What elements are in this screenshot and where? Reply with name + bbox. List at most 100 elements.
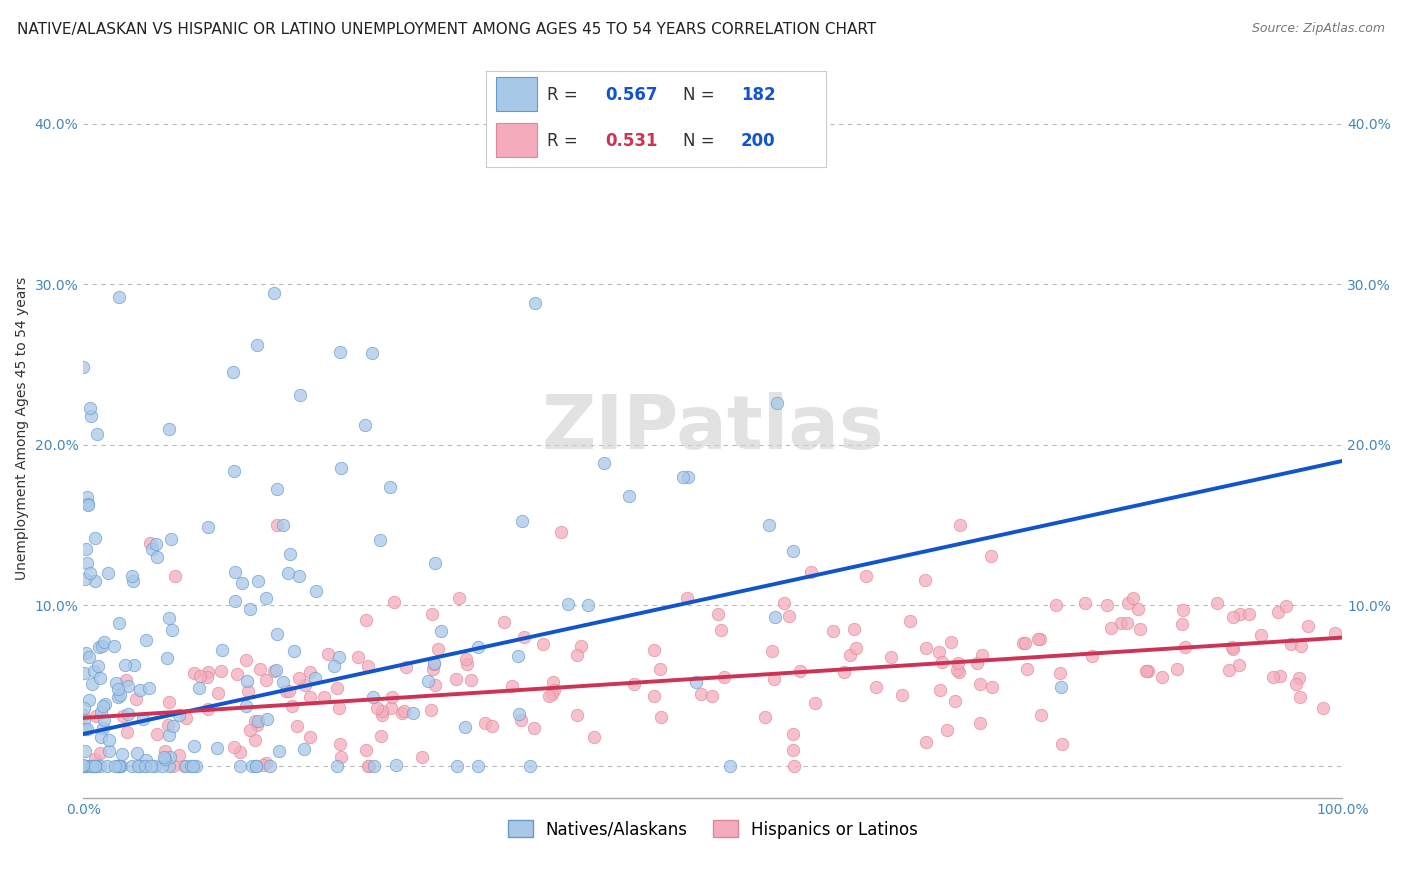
Point xyxy=(278,683,301,698)
Point xyxy=(422,662,444,676)
Point xyxy=(134,759,156,773)
Point xyxy=(763,610,786,624)
Point xyxy=(162,624,184,638)
Point xyxy=(380,701,402,715)
Point xyxy=(1324,626,1347,640)
Point xyxy=(152,750,174,764)
Point xyxy=(541,674,564,689)
Point xyxy=(361,346,384,360)
Point xyxy=(153,752,176,766)
Point xyxy=(91,698,114,713)
Point xyxy=(79,401,101,416)
Point xyxy=(381,690,404,705)
Point xyxy=(329,344,352,359)
Point xyxy=(898,614,921,628)
Point xyxy=(84,759,107,773)
Point xyxy=(180,759,202,773)
Point xyxy=(93,713,115,727)
Point xyxy=(239,723,262,737)
Point xyxy=(276,684,298,698)
Point xyxy=(643,642,665,657)
Point xyxy=(155,744,177,758)
Point xyxy=(865,681,887,695)
Point xyxy=(159,750,181,764)
Point xyxy=(1270,669,1292,683)
Point xyxy=(1014,636,1036,650)
Y-axis label: Unemployment Among Ages 45 to 54 years: Unemployment Among Ages 45 to 54 years xyxy=(15,277,30,581)
Point xyxy=(243,714,266,728)
Point xyxy=(138,681,160,696)
Point xyxy=(363,759,385,773)
Point xyxy=(419,703,441,717)
Point xyxy=(73,759,96,773)
Point xyxy=(280,547,302,561)
Point xyxy=(245,759,267,773)
Point xyxy=(80,677,103,691)
Point xyxy=(371,704,394,718)
Point xyxy=(157,718,180,732)
Point xyxy=(263,285,285,300)
Point xyxy=(87,640,110,654)
Point xyxy=(969,715,991,730)
Point xyxy=(969,677,991,691)
Point xyxy=(72,759,94,773)
Point xyxy=(117,707,139,722)
Text: NATIVE/ALASKAN VS HISPANIC OR LATINO UNEMPLOYMENT AMONG AGES 45 TO 54 YEARS CORR: NATIVE/ALASKAN VS HISPANIC OR LATINO UNE… xyxy=(17,22,876,37)
Point xyxy=(395,660,418,674)
Point xyxy=(157,422,180,436)
Point xyxy=(245,759,267,773)
Point xyxy=(366,701,388,715)
Point xyxy=(128,682,150,697)
Point xyxy=(163,568,186,582)
Point xyxy=(1116,616,1139,631)
Point xyxy=(75,723,97,737)
Point xyxy=(1015,662,1038,676)
Point xyxy=(135,633,157,648)
Point xyxy=(346,650,368,665)
Point xyxy=(83,759,105,773)
Point xyxy=(782,727,804,741)
Point xyxy=(122,657,145,672)
Point xyxy=(266,518,288,533)
Point xyxy=(1285,677,1308,691)
Point xyxy=(676,470,699,484)
Point xyxy=(510,514,533,528)
Point xyxy=(329,460,352,475)
Point xyxy=(550,525,572,540)
Point xyxy=(1289,640,1312,654)
Point xyxy=(512,631,534,645)
Point xyxy=(76,557,98,571)
Point xyxy=(1289,690,1312,704)
Point xyxy=(707,607,730,622)
Point xyxy=(353,417,375,432)
Point xyxy=(229,759,252,773)
Point xyxy=(90,705,112,719)
Point xyxy=(174,759,197,773)
Point xyxy=(150,759,173,773)
Point xyxy=(326,759,349,773)
Point xyxy=(252,758,274,772)
Point xyxy=(1170,616,1192,631)
Point xyxy=(146,726,169,740)
Point xyxy=(115,673,138,687)
Point xyxy=(83,532,105,546)
Point xyxy=(83,574,105,588)
Point xyxy=(72,707,94,722)
Point xyxy=(243,732,266,747)
Point xyxy=(72,360,94,375)
Point xyxy=(103,639,125,653)
Point xyxy=(508,706,530,721)
Point xyxy=(416,674,439,689)
Point xyxy=(167,747,190,762)
Point xyxy=(778,608,800,623)
Point xyxy=(766,396,789,410)
Point xyxy=(288,568,311,582)
Point xyxy=(239,602,262,616)
Point xyxy=(176,711,198,725)
Point xyxy=(948,665,970,679)
Point xyxy=(266,627,288,641)
Point xyxy=(107,682,129,697)
Point xyxy=(623,676,645,690)
Point xyxy=(676,591,699,605)
Point xyxy=(972,648,994,662)
